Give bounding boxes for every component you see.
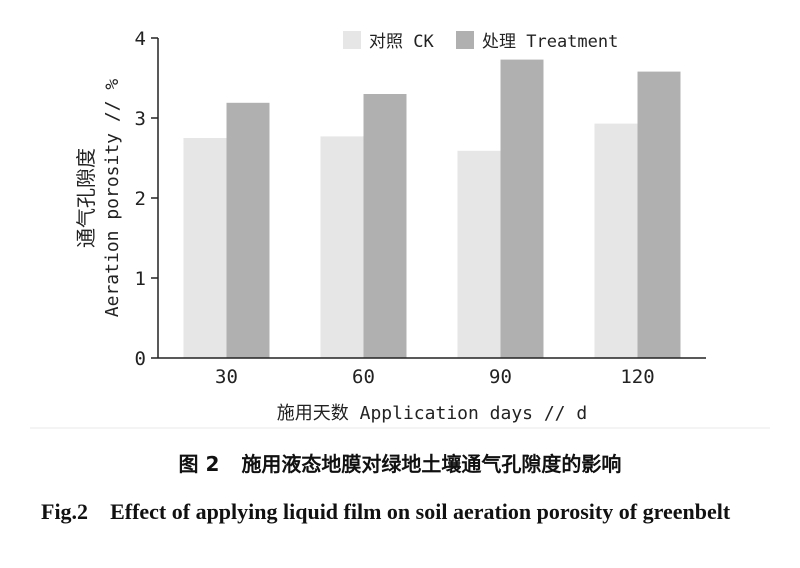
legend-swatch-treatment <box>456 31 474 49</box>
legend: 对照 CK 处理 Treatment <box>343 31 618 52</box>
bar-treatment-120 <box>637 71 681 358</box>
y-tick-label: 2 <box>135 188 146 210</box>
bar-ck-120 <box>594 123 638 358</box>
bar-ck-90 <box>457 150 501 358</box>
y-axis-label-en: Aeration porosity // % <box>102 79 123 318</box>
legend-label-ck: 对照 CK <box>369 32 434 52</box>
bar-ck-30 <box>183 138 227 358</box>
x-tick-label: 60 <box>352 366 375 388</box>
bar-treatment-30 <box>226 102 270 358</box>
x-tick-label: 90 <box>489 366 512 388</box>
y-tick-label: 1 <box>135 268 146 290</box>
legend-swatch-ck <box>343 31 361 49</box>
x-tick-label: 30 <box>215 366 238 388</box>
figure-label-en: Fig.2 <box>41 499 89 524</box>
bar-ck-60 <box>320 136 364 358</box>
y-tick-label: 3 <box>135 108 146 130</box>
bars-group <box>183 59 681 358</box>
figure-title-cn: 施用液态地膜对绿地土壤通气孔隙度的影响 <box>241 452 622 476</box>
bar-treatment-60 <box>363 94 407 358</box>
figure-caption-en: Fig.2 Effect of applying liquid film on s… <box>41 490 741 534</box>
legend-label-treatment: 处理 Treatment <box>482 32 618 52</box>
y-axis-label-cn: 通气孔隙度 <box>74 148 98 248</box>
figure-title-en: Effect of applying liquid film on soil a… <box>110 499 731 524</box>
figure-label-cn: 图 2 <box>178 452 220 476</box>
bar-treatment-90 <box>500 59 544 358</box>
x-tick-label: 120 <box>620 366 654 388</box>
y-ticks-group: 0 1 2 3 4 <box>135 28 158 370</box>
y-tick-label: 0 <box>135 348 146 370</box>
figure-caption-cn: 图 2 施用液态地膜对绿地土壤通气孔隙度的影响 <box>0 448 800 477</box>
y-tick-label: 4 <box>135 28 146 50</box>
x-ticks-group: 30 60 90 120 <box>215 366 655 388</box>
x-axis-label: 施用天数 Application days // d <box>277 403 587 424</box>
